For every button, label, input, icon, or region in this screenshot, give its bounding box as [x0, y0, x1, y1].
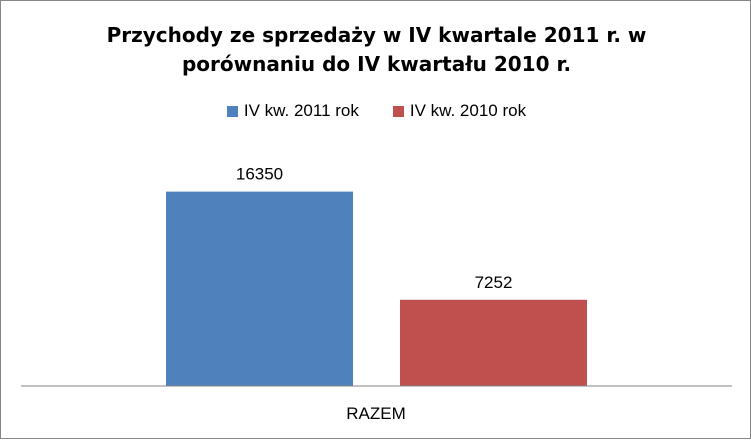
x-tick-label: RAZEM [346, 404, 406, 423]
data-label-2011: 16350 [236, 165, 283, 184]
legend-item-2010: IV kw. 2010 rok [392, 101, 527, 121]
data-label-2010: 7252 [475, 273, 513, 292]
legend-swatch-2011 [226, 105, 238, 117]
chart-legend: IV kw. 2011 rok IV kw. 2010 rok [1, 101, 751, 121]
chart-title: Przychody ze sprzedaży w IV kwartale 201… [1, 21, 751, 79]
legend-item-2011: IV kw. 2011 rok [226, 101, 359, 121]
legend-label-2011: IV kw. 2011 rok [243, 101, 359, 120]
bar-2011 [166, 191, 353, 386]
chart-title-line-1: Przychody ze sprzedaży w IV kwartale 201… [106, 23, 647, 47]
legend-label-2010: IV kw. 2010 rok [409, 101, 527, 120]
legend-swatch-2010 [392, 105, 404, 117]
bar-2010 [400, 299, 587, 386]
chart-title-line-2: porównaniu do IV kwartału 2010 r. [181, 52, 572, 76]
